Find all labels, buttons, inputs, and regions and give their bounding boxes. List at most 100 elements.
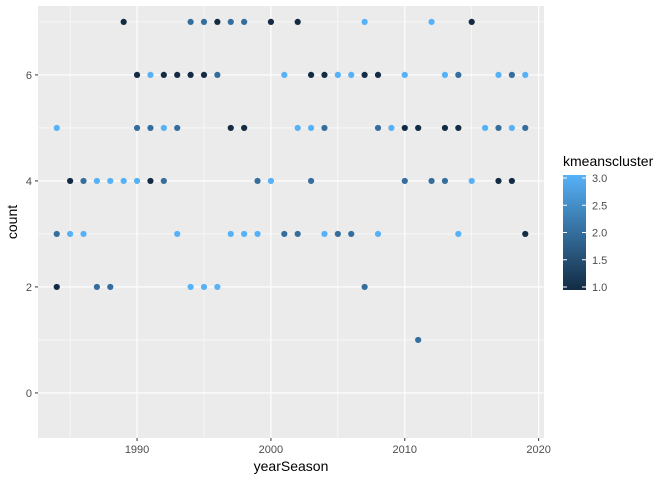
x-tick-label: 2010	[393, 444, 417, 456]
data-point	[508, 124, 515, 132]
data-point	[321, 124, 328, 132]
data-point	[321, 71, 328, 79]
data-point	[107, 283, 114, 291]
data-point	[401, 177, 408, 185]
data-point	[147, 124, 154, 132]
data-point	[241, 18, 248, 26]
data-point	[294, 18, 301, 26]
data-point	[388, 124, 395, 132]
data-point	[348, 230, 355, 238]
data-point	[200, 71, 208, 79]
data-point	[415, 124, 422, 132]
data-point	[187, 71, 194, 79]
data-point	[508, 177, 515, 185]
data-point	[67, 230, 74, 238]
data-point	[508, 71, 515, 79]
data-point	[93, 177, 100, 185]
data-point	[495, 177, 502, 185]
y-axis: 0 2 4 6	[26, 70, 38, 400]
data-point	[334, 230, 341, 238]
data-point	[307, 177, 315, 185]
data-point	[187, 283, 194, 291]
x-tick-label: 2020	[526, 444, 550, 456]
data-point	[133, 124, 141, 132]
data-point	[522, 230, 529, 238]
data-point	[401, 124, 408, 132]
data-point	[361, 18, 368, 26]
data-point	[214, 18, 221, 26]
legend-tick-label: 1.5	[592, 255, 607, 267]
data-point	[468, 18, 475, 26]
data-point	[174, 230, 181, 238]
data-point	[401, 71, 408, 79]
data-point	[428, 177, 435, 185]
legend-tick-label: 3.0	[592, 173, 607, 185]
data-point	[160, 124, 167, 132]
data-point	[455, 230, 462, 238]
data-point	[294, 230, 301, 238]
data-point	[495, 71, 502, 79]
data-point	[214, 71, 221, 79]
data-point	[254, 177, 261, 185]
data-point	[428, 18, 435, 26]
data-point	[267, 18, 275, 26]
data-point	[361, 283, 368, 291]
x-axis: 1990 2000 2010 2020	[125, 438, 551, 456]
data-point	[361, 71, 368, 79]
data-point	[133, 71, 141, 79]
data-point	[147, 71, 154, 79]
data-point	[267, 177, 275, 185]
data-point	[482, 124, 489, 132]
data-point	[80, 230, 87, 238]
legend-title: kmeanscluster	[563, 153, 654, 169]
y-tick-label: 4	[26, 176, 32, 188]
data-point	[174, 124, 181, 132]
data-point	[455, 71, 462, 79]
data-point	[200, 18, 208, 26]
data-point	[147, 177, 154, 185]
data-point	[93, 283, 100, 291]
data-point	[200, 283, 208, 291]
data-point	[441, 124, 449, 132]
y-tick-label: 0	[26, 388, 32, 400]
data-point	[80, 177, 87, 185]
data-point	[374, 124, 382, 132]
legend-tick-label: 2.0	[592, 228, 607, 240]
plot-panel	[38, 6, 544, 438]
data-point	[241, 230, 248, 238]
x-axis-title: yearSeason	[254, 458, 329, 474]
legend-colorbar	[563, 175, 586, 290]
data-point	[53, 230, 60, 238]
data-point	[348, 71, 355, 79]
data-point	[522, 71, 529, 79]
data-point	[227, 230, 234, 238]
data-point	[334, 71, 341, 79]
data-points	[53, 18, 529, 344]
data-point	[241, 124, 248, 132]
data-point	[374, 230, 382, 238]
data-point	[53, 283, 60, 291]
x-tick-label: 1990	[125, 444, 149, 456]
data-point	[187, 18, 194, 26]
data-point	[374, 71, 382, 79]
data-point	[441, 71, 449, 79]
legend: kmeanscluster 1.0 1.5 2.0 2.5 3.0	[563, 153, 654, 294]
legend-tick-label: 1.0	[592, 282, 607, 294]
y-tick-label: 6	[26, 70, 32, 82]
data-point	[133, 177, 141, 185]
data-point	[214, 283, 221, 291]
data-point	[281, 230, 288, 238]
data-point	[160, 71, 167, 79]
data-point	[227, 124, 234, 132]
y-axis-title: count	[4, 205, 20, 239]
data-point	[120, 177, 127, 185]
data-point	[53, 124, 60, 132]
data-point	[321, 230, 328, 238]
legend-tick-label: 2.5	[592, 200, 607, 212]
data-point	[415, 336, 422, 344]
data-point	[495, 124, 502, 132]
data-point	[107, 177, 114, 185]
data-point	[254, 230, 261, 238]
data-point	[522, 124, 529, 132]
